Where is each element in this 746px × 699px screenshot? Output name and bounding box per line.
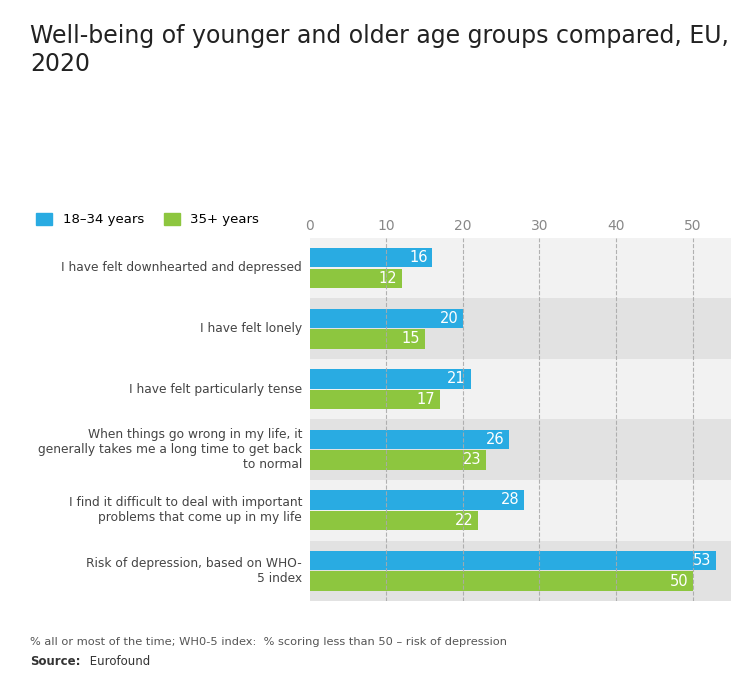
Bar xyxy=(310,419,731,480)
Text: 26: 26 xyxy=(486,432,504,447)
Text: 50: 50 xyxy=(670,574,688,589)
Bar xyxy=(310,390,440,409)
Text: 23: 23 xyxy=(463,452,481,468)
Text: Risk of depression, based on WHO-
5 index: Risk of depression, based on WHO- 5 inde… xyxy=(87,557,302,585)
Bar xyxy=(310,511,478,531)
Text: % all or most of the time; WH0-5 index:  % scoring less than 50 – risk of depres: % all or most of the time; WH0-5 index: … xyxy=(30,637,507,647)
Text: I have felt lonely: I have felt lonely xyxy=(200,322,302,335)
Text: 12: 12 xyxy=(378,271,397,286)
Text: When things go wrong in my life, it
generally takes me a long time to get back
t: When things go wrong in my life, it gene… xyxy=(38,428,302,471)
Bar xyxy=(310,308,463,328)
Bar xyxy=(310,572,693,591)
Text: 22: 22 xyxy=(455,513,474,528)
Text: 28: 28 xyxy=(501,493,519,507)
Bar xyxy=(310,540,731,601)
Text: 21: 21 xyxy=(448,371,466,387)
Text: Eurofound: Eurofound xyxy=(86,654,150,668)
Text: Source:: Source: xyxy=(30,654,81,668)
Bar xyxy=(310,430,509,449)
Text: I have felt particularly tense: I have felt particularly tense xyxy=(129,382,302,396)
Bar xyxy=(310,298,731,359)
Bar xyxy=(310,238,731,298)
Legend: 18–34 years, 35+ years: 18–34 years, 35+ years xyxy=(37,212,259,226)
Text: 15: 15 xyxy=(401,331,420,346)
Text: 20: 20 xyxy=(439,311,458,326)
Text: I have felt downhearted and depressed: I have felt downhearted and depressed xyxy=(61,261,302,275)
Bar xyxy=(310,329,424,349)
Text: I find it difficult to deal with important
problems that come up in my life: I find it difficult to deal with importa… xyxy=(69,496,302,524)
Bar xyxy=(310,480,731,540)
Text: 16: 16 xyxy=(409,250,427,265)
Bar xyxy=(310,248,432,267)
Text: Well-being of younger and older age groups compared, EU,
2020: Well-being of younger and older age grou… xyxy=(30,24,729,76)
Text: 53: 53 xyxy=(693,553,711,568)
Bar xyxy=(310,369,471,389)
Text: 17: 17 xyxy=(417,392,435,407)
Bar xyxy=(310,450,486,470)
Bar xyxy=(310,551,715,570)
Bar xyxy=(310,359,731,419)
Bar xyxy=(310,490,524,510)
Bar xyxy=(310,268,401,288)
